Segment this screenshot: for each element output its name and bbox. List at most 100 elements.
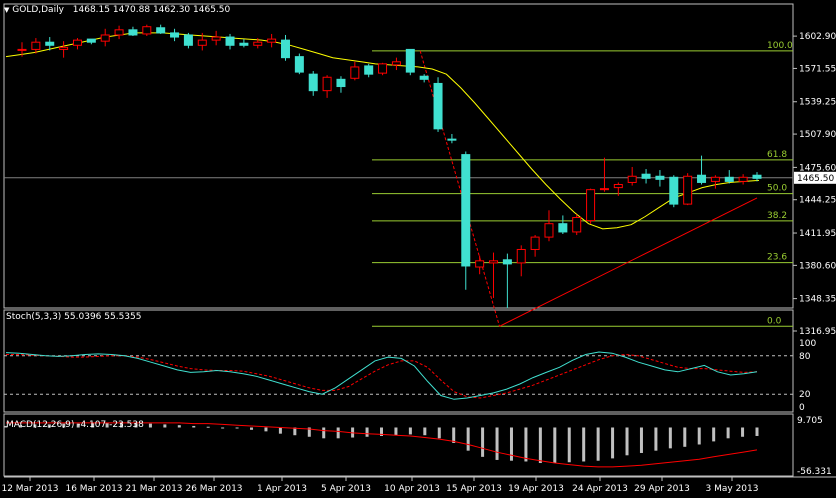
- macd-histogram-bar: [452, 427, 456, 443]
- time-tick-label: 15 Apr 2013: [446, 484, 502, 494]
- price-tick-label: 1411.95: [799, 229, 836, 239]
- price-tick-label: 1444.25: [799, 196, 836, 206]
- candle-body: [170, 32, 180, 38]
- candle-body: [544, 223, 554, 238]
- price-tick-label: 1539.25: [799, 98, 836, 108]
- time-tick-label: 3 May 2013: [706, 484, 759, 494]
- macd-histogram-bar: [408, 427, 412, 435]
- macd-histogram-bar: [18, 425, 22, 428]
- candle-body: [447, 138, 457, 141]
- fib-retracement-diagonal: [419, 50, 500, 327]
- macd-histogram-bar: [62, 423, 66, 428]
- macd-panel-frame: [3, 413, 794, 477]
- macd-histogram-bar: [307, 427, 311, 437]
- stoch-signal-line: [6, 353, 758, 399]
- time-tick-label: 24 Apr 2013: [572, 484, 628, 494]
- macd-histogram-bar: [611, 427, 615, 459]
- macd-histogram-bar: [134, 422, 138, 428]
- macd-histogram-bar: [264, 427, 268, 432]
- candle-body: [586, 189, 596, 222]
- stoch-tick-label: 0: [799, 403, 805, 413]
- stoch-panel-frame: [3, 309, 794, 413]
- macd-histogram-bar: [4, 425, 8, 428]
- macd-tick-label: 9.705: [797, 416, 823, 426]
- moving-average-line: [5, 32, 760, 230]
- candle-body: [378, 63, 388, 74]
- macd-histogram-bar: [553, 427, 557, 464]
- price-tick-label: 1507.90: [799, 130, 836, 140]
- candle-body: [697, 174, 707, 183]
- macd-histogram-bar: [91, 422, 95, 428]
- price-tick-label: 1348.35: [799, 295, 836, 305]
- fib-level-label: 50.0: [767, 184, 787, 194]
- macd-histogram-bar: [120, 422, 124, 428]
- dropdown-triangle-icon[interactable]: ▼: [4, 6, 10, 14]
- time-tick-label: 29 Apr 2013: [634, 484, 690, 494]
- candle-body: [128, 29, 138, 36]
- macd-histogram-bar: [712, 427, 716, 442]
- current-price-box: [794, 171, 836, 184]
- candle-body: [683, 175, 693, 205]
- macd-histogram-bar: [625, 427, 629, 456]
- macd-histogram-bar: [278, 427, 282, 434]
- candle-body: [100, 34, 110, 42]
- candle-body: [253, 41, 263, 46]
- candle-body: [211, 36, 221, 41]
- stoch-tick-label: 100: [799, 339, 816, 349]
- candle-body: [391, 61, 401, 66]
- macd-histogram-bar: [437, 427, 441, 439]
- macd-histogram-bar: [668, 427, 672, 449]
- macd-histogram-bar: [105, 422, 109, 428]
- macd-histogram-bar: [192, 425, 196, 428]
- trend-line: [499, 197, 758, 327]
- candle-body: [710, 176, 720, 182]
- candle-body: [45, 41, 55, 46]
- stoch-tick-label: 20: [799, 390, 811, 400]
- candle-body: [669, 176, 679, 205]
- time-tick-label: 16 Mar 2013: [65, 484, 122, 494]
- candle-body: [599, 188, 609, 191]
- candle-body: [489, 260, 499, 264]
- macd-histogram-bar: [481, 427, 485, 457]
- macd-histogram-bar: [76, 423, 80, 428]
- candle-body: [461, 154, 471, 267]
- macd-histogram-bar: [466, 427, 470, 451]
- time-tick-label: 26 Mar 2013: [185, 484, 242, 494]
- candle-body: [142, 26, 152, 35]
- candle-body: [114, 29, 124, 36]
- macd-histogram-bar: [235, 427, 239, 429]
- macd-histogram-bar: [380, 427, 383, 436]
- fib-level-label: 100.0: [767, 41, 793, 51]
- candle-body: [364, 65, 374, 75]
- stoch-label: Stoch(5,3,3) 55.0396 55.5355: [6, 312, 142, 322]
- candle-body: [183, 34, 193, 46]
- candle-body: [572, 217, 582, 233]
- price-tick-label: 1475.60: [799, 163, 836, 173]
- macd-histogram-bar: [163, 424, 167, 428]
- candle-body: [322, 76, 332, 92]
- macd-histogram-bar: [177, 425, 181, 428]
- time-tick-label: 21 Mar 2013: [125, 484, 182, 494]
- macd-histogram-bar: [365, 427, 369, 437]
- macd-histogram-bar: [726, 427, 730, 439]
- candle-body: [516, 248, 526, 264]
- macd-histogram-bar: [567, 427, 571, 463]
- candle-body: [641, 173, 651, 179]
- candle-body: [280, 39, 290, 59]
- macd-histogram-bar: [697, 427, 701, 445]
- macd-histogram-bar: [755, 427, 759, 436]
- macd-histogram-bar: [423, 427, 427, 436]
- macd-histogram-bar: [148, 423, 152, 428]
- current-price-label: 1465.50: [797, 174, 834, 184]
- macd-histogram-bar: [596, 427, 600, 461]
- macd-histogram-bar: [538, 427, 542, 464]
- candle-body: [558, 223, 568, 233]
- fib-level-label: 38.2: [767, 211, 787, 221]
- time-tick-label: 1 Apr 2013: [257, 484, 307, 494]
- macd-signal-line: [6, 422, 758, 468]
- price-tick-label: 1571.55: [799, 64, 836, 74]
- macd-histogram-bar: [741, 427, 745, 437]
- fib-level-label: 0.0: [767, 316, 782, 326]
- candle-body: [475, 260, 485, 268]
